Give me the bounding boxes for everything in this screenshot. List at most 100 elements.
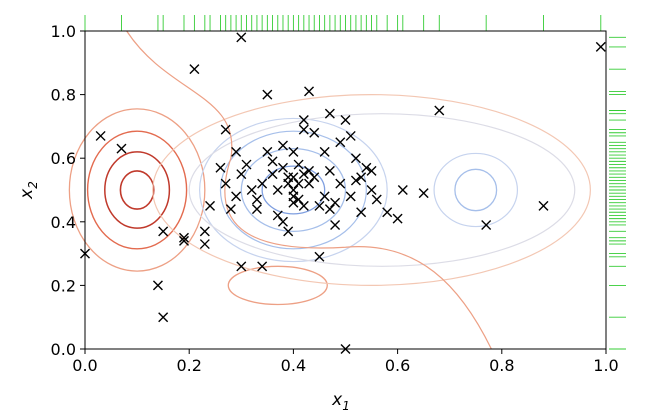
data-point — [231, 146, 242, 157]
data-point — [152, 280, 163, 291]
data-point — [324, 108, 335, 119]
y-tick-label: 0.0 — [51, 340, 76, 359]
data-point — [314, 251, 325, 262]
data-point — [335, 178, 346, 189]
data-point — [293, 194, 304, 205]
data-point — [267, 156, 278, 167]
data-point — [392, 213, 403, 224]
data-point — [350, 175, 361, 186]
y-axis-ticks: 0.0 0.2 0.4 0.6 0.8 1.0 — [51, 22, 85, 359]
data-point — [272, 210, 283, 221]
contour-line — [433, 152, 519, 228]
data-point — [324, 204, 335, 215]
data-point — [340, 115, 351, 126]
data-point — [288, 146, 299, 157]
data-point — [397, 185, 408, 195]
data-point — [236, 261, 247, 272]
contour-lines — [68, 30, 591, 350]
data-point — [366, 165, 377, 176]
data-point — [277, 162, 288, 173]
contour-line — [188, 113, 576, 267]
contour-line — [68, 108, 206, 272]
data-point — [262, 146, 273, 157]
x-tick-label: 0.4 — [281, 356, 306, 375]
contour-line — [119, 170, 155, 210]
data-point — [288, 172, 299, 183]
data-point — [199, 239, 210, 250]
data-point — [277, 216, 288, 227]
data-point — [158, 312, 169, 323]
contour-line — [152, 93, 591, 287]
data-point — [298, 115, 309, 126]
data-point — [595, 41, 606, 52]
data-point — [366, 185, 377, 195]
contour-line — [261, 165, 326, 215]
contour-line — [126, 30, 492, 350]
y-rug-marks — [609, 36, 626, 350]
x-tick-label: 0.8 — [489, 356, 514, 375]
data-point — [335, 137, 346, 148]
data-point — [319, 191, 330, 202]
data-point — [205, 200, 216, 211]
data-point — [324, 165, 335, 176]
data-point — [277, 140, 288, 151]
data-point — [304, 86, 315, 97]
data-point — [231, 191, 242, 202]
data-point — [371, 194, 382, 205]
data-point — [283, 178, 294, 189]
contour-line — [219, 130, 367, 250]
x-rug-marks — [84, 15, 602, 31]
data-point — [319, 146, 330, 157]
y-axis-label: x2 — [17, 181, 40, 200]
data-point — [538, 200, 549, 211]
data-point — [267, 169, 278, 180]
x-axis-ticks: 0.0 0.2 0.4 0.6 0.8 1.0 — [72, 349, 619, 375]
data-point — [330, 219, 341, 230]
data-point — [215, 162, 226, 173]
data-point — [116, 143, 127, 154]
data-point — [293, 159, 304, 170]
data-point — [241, 159, 252, 170]
data-point — [356, 207, 367, 218]
data-point — [293, 178, 304, 189]
data-point — [298, 169, 309, 180]
y-tick-label: 0.6 — [51, 149, 76, 168]
contour-line — [240, 148, 347, 232]
scatter-points — [80, 32, 606, 354]
data-point — [298, 200, 309, 211]
plot-frame — [84, 30, 607, 350]
data-point — [304, 178, 315, 189]
data-point — [95, 130, 106, 141]
data-point — [236, 32, 247, 43]
x-tick-label: 0.6 — [385, 356, 410, 375]
data-point — [434, 105, 445, 116]
data-point — [251, 204, 262, 215]
y-tick-label: 0.2 — [51, 276, 76, 295]
contour-line — [454, 168, 498, 212]
data-point — [356, 172, 367, 183]
data-point — [220, 124, 231, 135]
y-tick-label: 0.4 — [51, 213, 76, 232]
data-point — [262, 89, 273, 100]
data-point — [246, 185, 257, 195]
contour-line — [227, 265, 328, 306]
data-point — [236, 169, 247, 180]
data-point — [345, 130, 356, 141]
data-point — [288, 197, 299, 208]
x-tick-label: 1.0 — [593, 356, 618, 375]
data-point — [304, 165, 315, 176]
data-point — [178, 232, 189, 243]
data-point — [251, 194, 262, 205]
x-tick-label: 0.0 — [72, 356, 97, 375]
data-point — [199, 226, 210, 237]
y-tick-label: 1.0 — [51, 22, 76, 41]
data-point — [309, 172, 320, 183]
data-point — [298, 124, 309, 135]
contour-line — [86, 130, 188, 250]
data-point — [283, 226, 294, 237]
data-point — [309, 127, 320, 138]
data-point — [361, 162, 372, 173]
contour-line — [199, 117, 388, 263]
data-point — [158, 226, 169, 237]
